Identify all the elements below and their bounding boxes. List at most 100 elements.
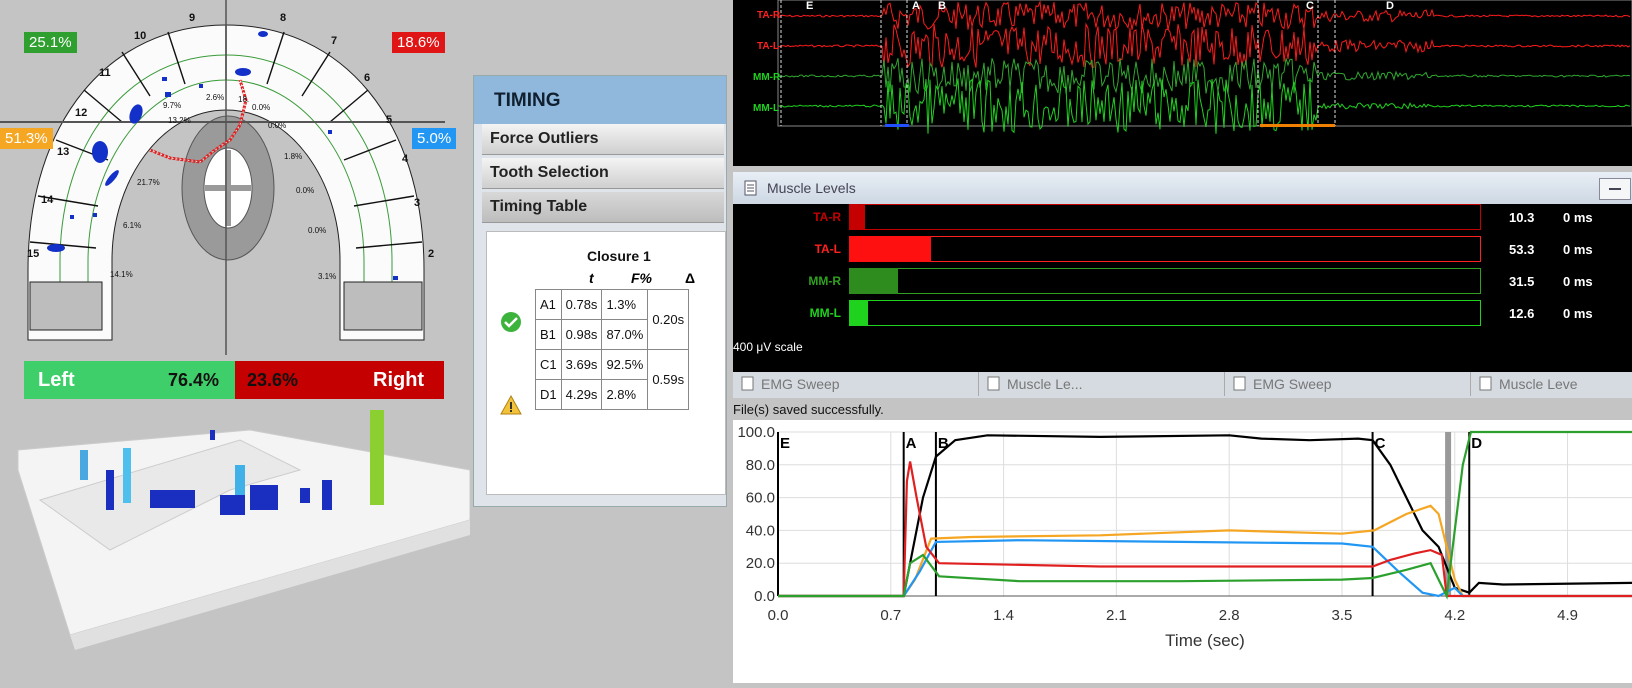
left-label: Left [38,369,75,391]
emg-marker: B [938,0,946,12]
row-id: C1 [535,349,562,380]
force-series-line [778,504,1632,598]
right-value: 23.6% [247,370,299,390]
tooth-number: 2 [428,248,435,260]
document-icon [741,376,754,391]
muscle-ms: 0 ms [1563,210,1593,225]
row-force: 92.5% [601,349,649,380]
y-tick-label: 0.0 [754,588,775,605]
check-icon [501,312,521,332]
emg-range-indicator [885,124,909,127]
emg-trace [777,77,1631,134]
panel-tab-strip: EMG Sweep Muscle Le... EMG Sweep Muscle … [733,372,1632,398]
region-percent: 6.1% [123,221,142,230]
timing-panel: TIMING Force Outliers Tooth Selection Ti… [473,75,727,507]
emg-trace [777,0,1631,31]
tooth-number: 8 [280,12,287,24]
muscle-label: TA-L [814,242,841,256]
region-percent: 3.1% [318,272,337,281]
document-icon [744,180,757,196]
section-label: Timing Table [490,198,588,215]
tab-emg-sweep-2[interactable]: EMG Sweep [1225,372,1471,396]
muscle-ms: 0 ms [1563,242,1593,257]
emg-trace [777,22,1631,68]
tab-label: Muscle Leve [1499,376,1578,392]
warning-icon [500,394,522,415]
y-tick-label: 20.0 [746,555,775,572]
section-force-outliers[interactable]: Force Outliers [482,124,724,155]
force-time-chart: 0.0 0.7 1.4 2.1 2.8 3.5 4.2 4.9 0.0 20.0 40.0 60.0 8… [714,420,1632,683]
muscle-value: 31.5 [1509,274,1535,289]
emg-channel-label: TA-R [757,10,781,21]
time-cursor [1445,432,1452,596]
arch-diagram [0,0,445,355]
force-series-line [778,434,1632,598]
right-label: Right [373,369,425,391]
muscle-value: 53.3 [1509,242,1535,257]
muscle-level-fill [849,300,868,326]
region-percent: 0.0% [296,186,315,195]
tooth-number: 9 [189,12,196,24]
timing-table: A1 0.78s 1.3% 0.20s B1 0.98s 87.0% C1 3.… [535,289,690,410]
header-f: F% [631,270,652,286]
status-message: File(s) saved successfully. [733,402,884,417]
section-label: Tooth Selection [490,164,609,181]
muscle-label: MM-R [808,274,841,288]
section-tooth-selection[interactable]: Tooth Selection [482,158,724,189]
left-value: 76.4% [168,370,220,390]
scale-label: 400 μV scale [733,340,803,354]
region-percent: 1.8% [284,152,303,161]
header-delta: Δ [685,270,696,286]
timing-title: TIMING [494,90,561,111]
tab-muscle-levels[interactable]: Muscle Le... [979,372,1225,396]
table-row: D1 4.29s 2.8% [535,379,689,410]
emg-channel-label: MM-R [753,72,781,83]
row-time: 4.29s [560,379,603,410]
table-row: A1 0.78s 1.3% 0.20s [535,289,690,350]
x-tick-label: 3.5 [1332,607,1353,624]
marker-label: A [906,435,917,452]
emg-range-indicator [1260,124,1335,127]
force-series-line [778,430,1632,600]
minimize-button[interactable] [1599,178,1631,200]
region-percent: 14.1% [110,270,133,279]
emg-traces [733,0,1632,166]
table-row: C1 3.69s 92.5% 0.59s [535,349,690,410]
muscle-ms: 0 ms [1563,274,1593,289]
table-row: B1 0.98s 87.0% [535,319,689,350]
marker-label: C [1375,435,1386,452]
x-tick-label: 0.7 [880,607,901,624]
row-id: B1 [535,319,562,350]
muscle-value: 12.6 [1509,306,1535,321]
muscle-level-fill [849,236,931,262]
emg-marker: A [912,0,920,12]
tooth-number: 10 [134,30,147,42]
row-delta: 0.59s [647,349,690,410]
row-force: 2.8% [601,379,649,410]
document-icon [1233,376,1246,391]
muscle-level-bar [849,204,1481,230]
muscle-levels-title: Muscle Levels [767,180,856,196]
minimize-icon [1609,188,1621,190]
x-axis-label: Time (sec) [1165,631,1245,650]
marker-label: D [1471,435,1482,452]
timing-header: TIMING [474,76,726,124]
region-percent: 2.6% [206,93,225,102]
tab-emg-sweep[interactable]: EMG Sweep [733,372,979,396]
tab-label: Muscle Le... [1007,376,1083,392]
left-side-box: Left 76.4% [24,361,235,399]
region-percent: 18. [238,95,250,104]
muscle-level-bar [849,268,1481,294]
region-percent: 9.7% [163,101,182,110]
tooth-number: 6 [364,72,371,84]
closure-title: Closure 1 [587,248,651,264]
emg-trace [777,58,1631,95]
muscle-levels-titlebar: Muscle Levels [733,172,1632,204]
tooth-number: 15 [27,248,40,260]
tab-muscle-levels-2[interactable]: Muscle Leve [1471,372,1632,396]
section-timing-table[interactable]: Timing Table [482,192,724,223]
emg-marker: E [806,0,814,12]
y-tick-label: 80.0 [746,457,775,474]
tooth-number: 5 [386,114,393,126]
tab-label: EMG Sweep [1253,376,1332,392]
